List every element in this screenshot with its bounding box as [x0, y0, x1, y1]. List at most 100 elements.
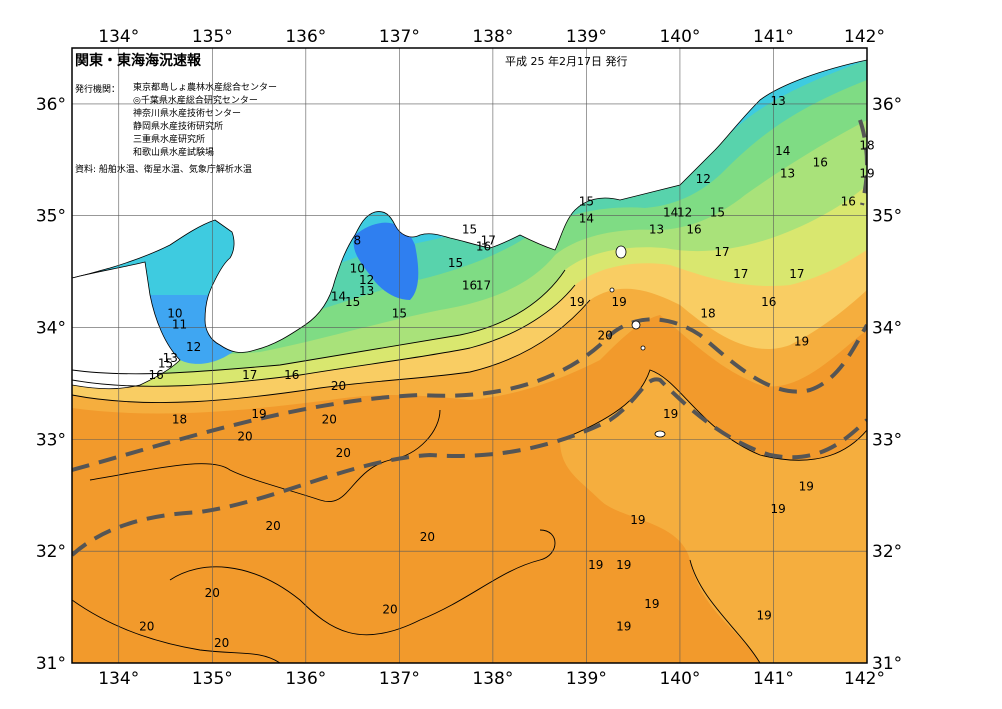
isotherm-label: 19 [799, 480, 814, 494]
longitude-label: 139° [566, 669, 607, 689]
isotherm-label: 16 [284, 368, 299, 382]
isotherm-label: 12 [359, 273, 374, 287]
kuroshio-axis [72, 119, 867, 557]
island-oshima [615, 245, 627, 259]
longitude-label: 136° [285, 27, 326, 47]
isotherm-label: 20 [139, 619, 154, 633]
isotherm-label: 19 [588, 558, 603, 572]
longitude-label: 138° [472, 669, 513, 689]
latitude-label: 31° [872, 654, 902, 674]
longitude-label: 140° [659, 27, 700, 47]
issuer-item: 神奈川県水産技術センター [133, 109, 242, 119]
issuer-item: 三重県水産研究所 [133, 135, 206, 145]
island-small-1 [640, 345, 646, 351]
land-shikoku-tip [72, 261, 181, 390]
land-kii-shikoku-honshu [72, 48, 867, 353]
isotherm-label: 19 [644, 597, 659, 611]
isotherm-label: 19 [612, 295, 627, 309]
isotherm-label: 14 [579, 211, 594, 225]
longitude-label: 137° [379, 669, 420, 689]
isotherm-label: 19 [859, 167, 874, 181]
isotherm-label: 16 [761, 295, 776, 309]
isotherm-label: 14 [331, 290, 346, 304]
latitude-label: 32° [872, 542, 902, 562]
isotherm-label: 17 [714, 245, 729, 259]
data-sources: 資料: 船舶水温、衛星水温、気象庁解析水温 [75, 165, 252, 175]
isotherm-label: 20 [336, 446, 351, 460]
isotherm-label: 19 [663, 407, 678, 421]
plot-frame [71, 47, 868, 664]
isotherm-label: 19 [569, 295, 584, 309]
issuer-item: 東京都島しょ農林水産総合センター [133, 83, 278, 93]
isotherm-label: 16 [841, 195, 856, 209]
isotherm-label: 15 [579, 195, 594, 209]
isotherm-label: 10 [167, 306, 182, 320]
latitude-label: 34° [872, 319, 902, 339]
island-kozu [609, 287, 615, 293]
isotherm-label: 20 [331, 379, 346, 393]
isotherm-label: 15 [710, 206, 725, 220]
isotherm-label: 20 [214, 636, 229, 650]
issuer-item: 和歌山県水産試験場 [133, 148, 215, 158]
island-miyake [631, 320, 641, 330]
isotherm-label: 20 [265, 519, 280, 533]
isotherm-label: 13 [780, 167, 795, 181]
longitude-label: 142° [844, 669, 885, 689]
latitude-label: 32° [36, 542, 66, 562]
isotherm-label: 20 [420, 530, 435, 544]
longitude-labels-bottom: 134° 135° 136° 137° 138° 139° 140° 141° 142° [98, 669, 885, 689]
isotherm-label: 13 [649, 223, 664, 237]
longitude-label: 134° [98, 669, 139, 689]
isotherm-label: 12 [186, 340, 201, 354]
isotherm-label: 16 [476, 239, 491, 253]
longitude-label: 139° [566, 27, 607, 47]
isotherm-label: 10 [350, 262, 365, 276]
latitude-label: 36° [872, 95, 902, 115]
isotherm-label: 19 [756, 608, 771, 622]
kuroshio-axis-south [72, 377, 867, 557]
isotherm-label: 14 [663, 206, 678, 220]
isotherm-label: 13 [163, 351, 178, 365]
longitude-label: 135° [192, 669, 233, 689]
latitude-label: 33° [36, 430, 66, 450]
latitude-label: 36° [36, 95, 66, 115]
latitude-labels-right: 31° 32° 33° 34° 35° 36° [872, 95, 902, 674]
isotherm-label: 17 [481, 234, 496, 248]
longitude-label: 141° [753, 27, 794, 47]
isotherm-label: 20 [597, 329, 612, 343]
isotherm-label: 17 [789, 267, 804, 281]
isotherm-label: 20 [237, 429, 252, 443]
isotherm-label: 18 [172, 413, 187, 427]
isotherm-label: 15 [345, 295, 360, 309]
isotherm-label: 15 [392, 306, 407, 320]
longitude-label: 134° [98, 27, 139, 47]
issuer-item: ◎千葉県水産総合研究センター [133, 96, 258, 106]
isotherm-label: 17 [242, 368, 257, 382]
isotherm-label: 19 [771, 502, 786, 516]
isotherm-label: 15 [448, 256, 463, 270]
latitude-label: 31° [36, 654, 66, 674]
islands [609, 245, 666, 438]
latitude-label: 35° [872, 207, 902, 227]
longitude-label: 135° [192, 27, 233, 47]
isotherm-label: 13 [359, 284, 374, 298]
longitude-label: 136° [285, 669, 326, 689]
isotherm-label: 18 [859, 139, 874, 153]
isotherm-label: 13 [771, 94, 786, 108]
isotherm-label: 15 [462, 223, 477, 237]
issuer-item: 静岡県水産技術研究所 [133, 122, 224, 132]
island-hachijo [654, 430, 666, 438]
isotherm-label: 17 [733, 267, 748, 281]
isotherm-label: 19 [630, 513, 645, 527]
latitude-label: 35° [36, 207, 66, 227]
longitude-label: 138° [472, 27, 513, 47]
isotherm-label: 14 [775, 144, 790, 158]
issue-date: 平成 25 年2月17日 発行 [505, 55, 628, 68]
issuers-list: 東京都島しょ農林水産総合センター ◎千葉県水産総合研究センター 神奈川県水産技術… [133, 82, 277, 160]
isotherm-label: 18 [700, 306, 715, 320]
latitude-label: 33° [872, 430, 902, 450]
isotherm-label: 16 [149, 368, 164, 382]
isotherm-label: 16 [686, 223, 701, 237]
longitude-label: 142° [844, 27, 885, 47]
